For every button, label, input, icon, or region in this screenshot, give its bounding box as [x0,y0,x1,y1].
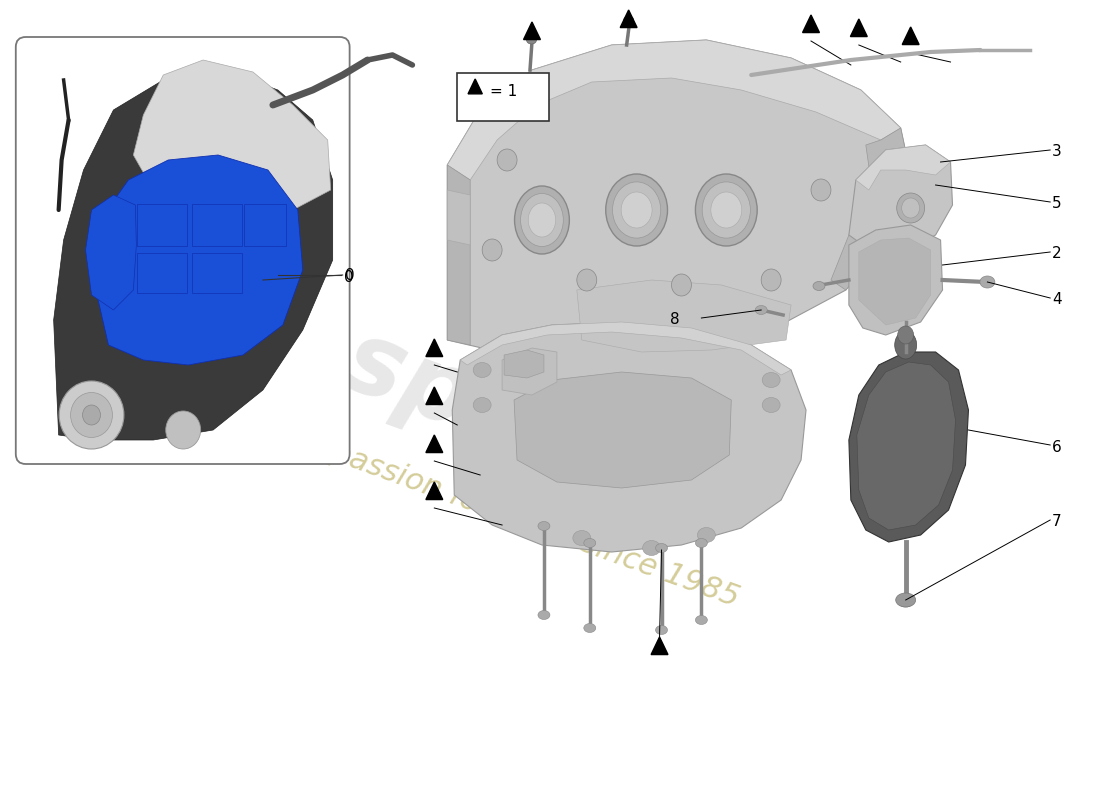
Text: 2: 2 [1053,246,1062,262]
Ellipse shape [695,615,707,625]
Polygon shape [850,19,867,37]
Polygon shape [857,362,956,530]
Polygon shape [469,79,482,94]
FancyBboxPatch shape [244,204,286,246]
Polygon shape [849,225,943,335]
Ellipse shape [621,192,652,228]
Text: 5: 5 [1053,197,1062,211]
Ellipse shape [899,597,913,607]
Polygon shape [426,482,442,499]
Polygon shape [448,40,901,180]
FancyBboxPatch shape [138,204,187,246]
Polygon shape [856,145,950,190]
Ellipse shape [482,239,502,261]
Ellipse shape [756,306,767,314]
Polygon shape [514,372,732,488]
FancyBboxPatch shape [192,204,242,246]
Ellipse shape [902,198,920,218]
Ellipse shape [811,179,830,201]
Polygon shape [504,350,543,378]
Ellipse shape [762,398,780,413]
Polygon shape [448,190,470,245]
FancyBboxPatch shape [15,37,350,464]
Text: 7: 7 [1053,514,1062,530]
Ellipse shape [898,326,914,344]
Ellipse shape [642,541,660,555]
Ellipse shape [515,186,570,254]
Ellipse shape [576,269,597,291]
Ellipse shape [584,623,596,633]
Ellipse shape [520,194,563,246]
Ellipse shape [497,149,517,171]
Polygon shape [849,352,968,542]
Ellipse shape [538,610,550,619]
Polygon shape [902,27,920,45]
Ellipse shape [527,36,537,44]
Text: eurospares: eurospares [89,226,716,534]
Ellipse shape [70,393,112,438]
Ellipse shape [711,192,741,228]
Polygon shape [426,387,442,405]
Ellipse shape [613,182,661,238]
Ellipse shape [695,538,707,547]
Ellipse shape [573,530,591,546]
Ellipse shape [896,193,925,223]
Polygon shape [452,322,806,552]
Ellipse shape [166,411,200,449]
Polygon shape [448,40,911,360]
Ellipse shape [624,16,634,24]
Ellipse shape [584,538,596,547]
Polygon shape [86,195,136,310]
Ellipse shape [528,203,556,237]
Ellipse shape [895,593,915,607]
Ellipse shape [894,331,916,359]
Polygon shape [426,339,442,357]
Text: = 1: = 1 [491,85,517,99]
Polygon shape [426,435,442,453]
Polygon shape [133,60,331,220]
Ellipse shape [473,362,491,378]
Polygon shape [502,348,557,395]
Polygon shape [94,155,302,365]
Ellipse shape [656,543,668,553]
Text: 4: 4 [1053,293,1062,307]
Ellipse shape [702,182,750,238]
FancyBboxPatch shape [458,73,549,121]
Ellipse shape [980,276,994,288]
Ellipse shape [762,373,780,387]
Polygon shape [460,322,791,375]
Ellipse shape [656,626,668,634]
Text: 0: 0 [344,269,354,283]
Ellipse shape [695,174,757,246]
Ellipse shape [473,398,491,413]
Text: 3: 3 [1053,145,1062,159]
Text: a passion for parts since 1985: a passion for parts since 1985 [300,427,744,613]
FancyBboxPatch shape [192,253,242,293]
Polygon shape [803,15,820,33]
Ellipse shape [538,522,550,530]
Polygon shape [524,22,540,39]
FancyBboxPatch shape [138,253,187,293]
Ellipse shape [761,269,781,291]
Polygon shape [849,145,953,252]
Polygon shape [576,280,791,352]
Polygon shape [54,70,332,440]
Ellipse shape [82,405,100,425]
Polygon shape [830,128,911,290]
Text: 8: 8 [670,313,680,327]
Polygon shape [448,165,470,345]
Ellipse shape [813,282,825,290]
Ellipse shape [606,174,668,246]
Ellipse shape [59,381,124,449]
Ellipse shape [671,274,692,296]
Polygon shape [620,10,637,27]
Text: 0: 0 [343,270,353,285]
Polygon shape [651,637,668,654]
Ellipse shape [697,527,715,542]
Text: 6: 6 [1053,439,1062,454]
Polygon shape [859,238,931,325]
